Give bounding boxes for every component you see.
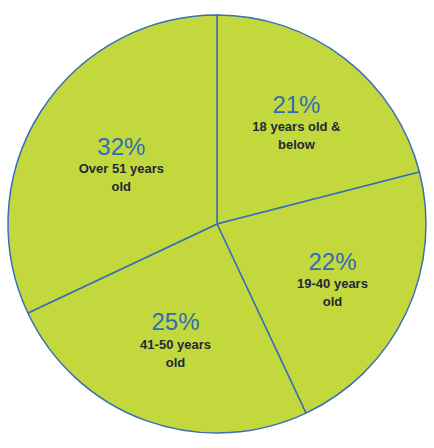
svg-text:22%19-40 yearsold: 22%19-40 yearsold [297, 248, 368, 309]
svg-text:25%41-50 yearsold: 25%41-50 yearsold [140, 308, 211, 369]
svg-text:21%18 years old &below: 21%18 years old &below [252, 91, 340, 152]
svg-text:32%Over 51 yearsold: 32%Over 51 yearsold [79, 133, 164, 194]
